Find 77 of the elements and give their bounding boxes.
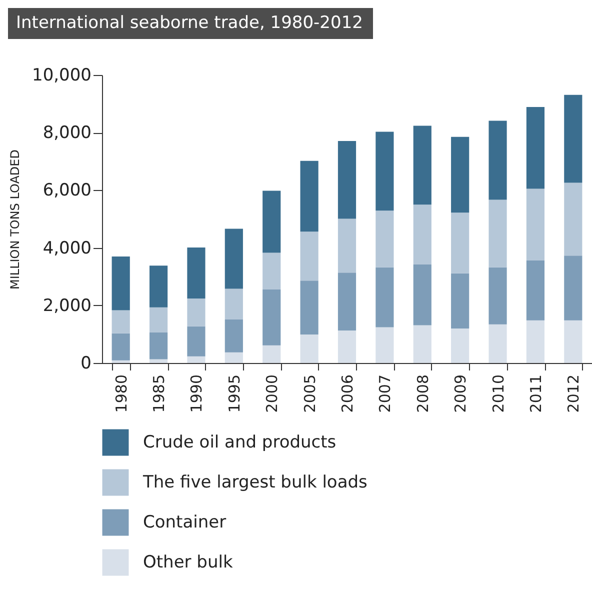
y-tick-label: 2,000 [42,296,92,316]
bar [413,264,432,326]
bar [338,272,356,330]
bar [413,204,432,265]
bar [376,210,394,268]
x-tick-label: 2007 [376,374,394,413]
bar [112,310,130,334]
bar [451,273,470,328]
bar [564,182,582,256]
x-tick-label: 2010 [489,374,508,413]
x-tick-label: 1985 [150,374,168,413]
bar [338,140,356,219]
x-tick-label: 2008 [414,374,432,413]
bar [112,333,130,360]
bar [526,106,545,189]
x-tick-label: 2006 [338,374,356,413]
chart-title: International seaborne trade, 1980-2012 [8,8,373,39]
bar [526,320,545,363]
x-tick-label: 2005 [300,374,319,413]
bar [300,160,318,232]
bar [526,188,545,260]
bar [262,290,281,346]
bar [376,327,394,363]
x-tick-label: 2011 [526,374,545,413]
bar [149,332,168,360]
bar [376,132,394,211]
bar [112,360,130,363]
legend-label: Other bulk [143,552,233,572]
bar [187,356,206,363]
bar [376,267,394,328]
x-tick-label: 2009 [452,374,470,413]
y-tick-label: 8,000 [42,123,92,144]
bar [112,256,130,310]
bar [149,359,168,363]
bar [488,324,507,363]
bar [224,228,243,289]
bar [564,94,582,183]
bar [564,320,582,363]
x-tick-label: 1980 [112,374,130,413]
bar [488,267,507,324]
bar [224,288,243,320]
bar [488,200,507,268]
bar [338,218,356,273]
bar [262,345,281,363]
bar [224,352,243,363]
x-tick-label: 1995 [225,374,244,413]
legend-label: Crude oil and products [143,432,336,452]
x-tick-label: 1990 [188,374,206,413]
bar [451,212,470,274]
bar [149,266,168,308]
y-tick-label: 0 [80,354,92,374]
bar [187,326,206,356]
legend-label: Container [143,512,226,532]
bar [526,260,545,320]
bar [149,307,168,332]
bar [338,330,356,363]
bar [187,248,206,298]
bar [224,320,243,352]
bar [300,334,318,363]
bar [262,252,281,290]
bar [413,126,432,205]
bar [300,232,318,281]
bar [413,325,432,363]
x-tick-label: 2000 [263,374,282,413]
y-tick-label: 10,000 [32,66,92,86]
y-axis-title: MILLION TONS LOADED [8,150,22,290]
bar [488,120,507,200]
y-tick-label: 4,000 [42,238,92,258]
bar [300,280,318,334]
legend-label: The five largest bulk loads [142,472,368,492]
bar [187,298,206,326]
bar [451,328,470,363]
x-tick-label: 2012 [564,374,583,413]
bar [262,190,281,253]
y-tick-label: 6,000 [42,180,92,201]
bar [564,256,582,320]
bar [451,136,470,213]
